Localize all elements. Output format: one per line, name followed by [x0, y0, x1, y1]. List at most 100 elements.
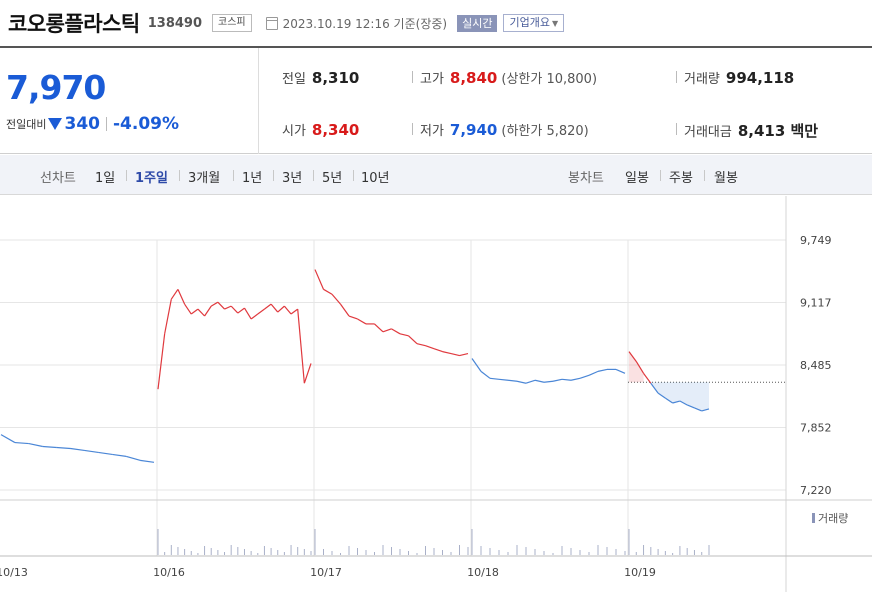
- price-line-segment: [615, 368, 626, 374]
- stat-amount-value: 8,413 백만: [737, 122, 819, 140]
- stat-amount: 거래대금 8,413 백만: [684, 120, 818, 141]
- x-axis-labels: 10/13 10/16 10/17 10/18 10/19: [0, 566, 656, 579]
- tab-1y[interactable]: 1년: [242, 171, 263, 186]
- volume-legend-label: 거래량: [818, 512, 849, 525]
- price-line-segment: [489, 377, 500, 380]
- tab-1w[interactable]: 1주일: [135, 171, 168, 186]
- price-line-segment: [650, 382, 659, 394]
- price-line-segment: [0, 434, 16, 444]
- price-line-segment: [340, 303, 350, 317]
- price-line-segment: [14, 441, 29, 445]
- volume-legend-swatch: [812, 513, 815, 523]
- price-line-segment: [357, 318, 367, 325]
- price-line-segment: [507, 379, 518, 382]
- price-line-segment: [331, 293, 341, 305]
- price-line-segment: [28, 442, 43, 448]
- price-box: 7,970 전일대비 340 -4.09%: [0, 48, 259, 154]
- down-triangle-icon: [48, 118, 63, 130]
- price-line-segment: [170, 288, 179, 300]
- price-line-segment: [374, 323, 384, 333]
- price-line-segment: [290, 308, 299, 315]
- stat-low: 저가 7,940 (하한가 5,820): [420, 120, 589, 139]
- price-line-segment: [643, 372, 652, 384]
- tab-daily-candle[interactable]: 일봉: [625, 171, 649, 186]
- price-line-segment: [126, 455, 141, 461]
- loss-area: [650, 382, 709, 411]
- divider: [676, 71, 677, 83]
- stat-high-value: 8,840: [449, 69, 498, 87]
- tab-weekly-candle[interactable]: 주봉: [669, 171, 693, 186]
- volume-bars: [157, 529, 710, 555]
- tab-10y[interactable]: 10년: [361, 171, 390, 186]
- price-line-segment: [534, 379, 545, 383]
- price-line-segment: [297, 309, 305, 384]
- tab-3m[interactable]: 3개월: [188, 171, 221, 186]
- price-line-segment: [635, 361, 645, 374]
- price-line-segment: [480, 370, 491, 379]
- stat-open-value: 8,340: [311, 121, 360, 139]
- quote-datetime: 2023.10.19 12:16 기준(장중): [282, 16, 448, 31]
- price-line-segment: [588, 370, 599, 376]
- price-line-segment: [303, 363, 312, 384]
- stock-header: 코오롱플라스틱 138490 코스피 2023.10.19 12:16 기준(장…: [0, 0, 872, 46]
- price-line-segment: [701, 408, 710, 412]
- chart-grid: [0, 196, 872, 592]
- stat-amount-label: 거래대금: [684, 125, 732, 140]
- price-line-segment: [450, 352, 460, 357]
- calendar-icon: [265, 16, 278, 30]
- company-overview-label: 기업개요: [509, 16, 550, 29]
- price-line-segment: [543, 380, 554, 383]
- price-line-segment: [408, 335, 418, 345]
- price-line-segment: [579, 374, 590, 379]
- divider: [704, 170, 705, 181]
- stat-prev-label: 전일: [282, 72, 306, 87]
- stat-prev-value: 8,310: [311, 69, 360, 87]
- divider: [412, 71, 413, 83]
- change-rate: -4.09%: [112, 114, 180, 134]
- stat-low-value: 7,940: [449, 121, 498, 139]
- realtime-button[interactable]: 실시간: [457, 14, 498, 32]
- price-line-segment: [399, 333, 409, 337]
- price-line-segment: [657, 392, 666, 399]
- price-line-segment: [230, 305, 239, 314]
- stat-open: 시가 8,340: [282, 120, 359, 139]
- x-tick-label: 10/19: [624, 566, 656, 579]
- tab-monthly-candle[interactable]: 월봉: [714, 171, 738, 186]
- x-tick-label: 10/16: [153, 566, 185, 579]
- price-line-segment: [70, 447, 85, 452]
- line-chart-label: 선차트: [40, 171, 76, 186]
- company-overview-button[interactable]: 기업개요 ▼: [503, 14, 565, 32]
- price-line-segment: [570, 377, 581, 381]
- price-line-segment: [217, 301, 225, 310]
- stat-high: 고가 8,840 (상한가 10,800): [420, 68, 597, 87]
- price-line-segment: [84, 449, 99, 454]
- tab-1d[interactable]: 1일: [95, 171, 116, 186]
- stat-volume-value: 994,118: [725, 69, 795, 87]
- price-line-segment: [177, 289, 186, 305]
- divider: [105, 117, 107, 131]
- divider: [273, 170, 274, 181]
- price-line-segment: [416, 343, 426, 347]
- y-axis-labels: 9,749 9,117 8,485 7,852 7,220: [800, 234, 832, 497]
- price-line-segment: [672, 400, 681, 404]
- caret-down-icon: ▼: [551, 19, 559, 28]
- company-name[interactable]: 코오롱플라스틱: [8, 12, 140, 36]
- price-line-segment: [471, 358, 482, 372]
- y-tick-label: 7,852: [800, 422, 832, 435]
- price-line-segment: [164, 299, 172, 334]
- price-line-segment: [210, 301, 219, 307]
- y-tick-label: 8,485: [800, 359, 832, 372]
- price-series: [0, 269, 710, 463]
- price-line-segment: [56, 446, 71, 450]
- price-line-segment: [597, 368, 608, 372]
- price-line-segment: [190, 308, 199, 315]
- stat-lower-limit: (하한가 5,820): [501, 124, 589, 139]
- price-line-segment: [283, 305, 292, 315]
- divider: [233, 170, 234, 181]
- current-price: 7,970: [6, 68, 106, 107]
- divider: [179, 170, 180, 181]
- tab-5y[interactable]: 5년: [322, 171, 343, 186]
- tab-3y[interactable]: 3년: [282, 171, 303, 186]
- chart-tabs: 선차트 1일 1주일 3개월 1년 3년 5년 10년 봉차트 일봉 주봉 월봉: [0, 155, 872, 195]
